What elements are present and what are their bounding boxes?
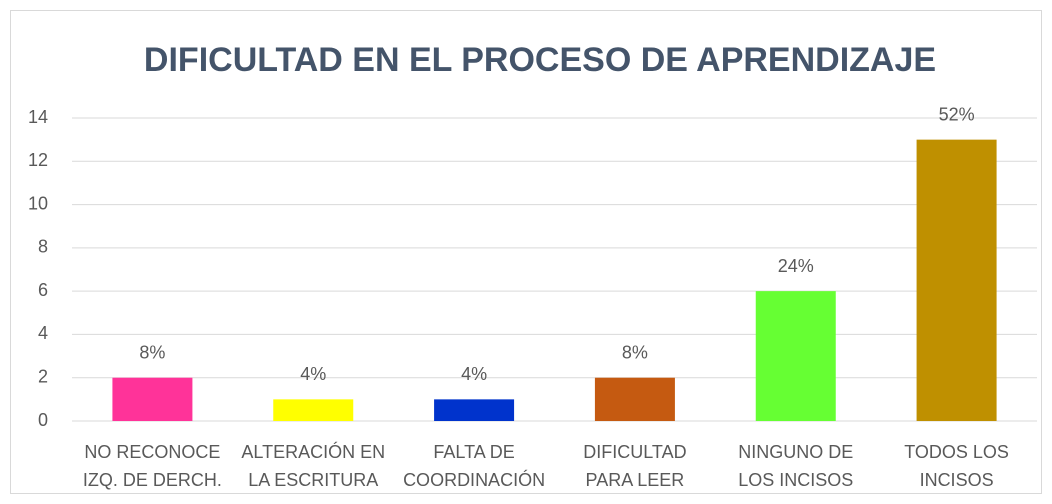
x-tick-label: FALTA DE <box>433 442 514 462</box>
x-tick-label: NINGUNO DE <box>738 442 853 462</box>
x-tick-label: INCISOS <box>920 470 994 490</box>
x-tick-label: DIFICULTAD <box>583 442 686 462</box>
data-label: 8% <box>622 342 648 362</box>
y-tick-label: 8 <box>38 237 48 257</box>
chart-title: DIFICULTAD EN EL PROCESO DE APRENDIZAJE <box>144 41 936 79</box>
y-tick-label: 6 <box>38 280 48 300</box>
y-tick-label: 0 <box>38 410 48 430</box>
x-tick-label: COORDINACIÓN <box>403 469 545 490</box>
data-label: 8% <box>139 342 165 362</box>
data-label: 52% <box>939 104 975 124</box>
x-tick-label: TODOS LOS <box>904 442 1009 462</box>
y-tick-label: 2 <box>38 366 48 386</box>
y-tick-label: 4 <box>38 323 48 343</box>
bar <box>112 377 193 421</box>
bar <box>594 377 675 421</box>
data-label: 4% <box>461 364 487 384</box>
bar <box>434 399 515 421</box>
x-tick-label: LOS INCISOS <box>738 470 853 490</box>
x-tick-label: IZQ. DE DERCH. <box>83 470 222 490</box>
y-tick-label: 10 <box>28 193 48 213</box>
bar <box>273 399 354 421</box>
x-tick-label: LA ESCRITURA <box>248 470 378 490</box>
y-tick-label: 14 <box>28 107 48 127</box>
data-label: 24% <box>778 256 814 276</box>
y-tick-label: 12 <box>28 150 48 170</box>
data-label: 4% <box>300 364 326 384</box>
bar <box>755 291 836 421</box>
x-tick-label: ALTERACIÓN EN <box>241 441 385 462</box>
bar <box>916 139 997 421</box>
x-tick-label: NO RECONOCE <box>84 442 220 462</box>
x-tick-label: PARA LEER <box>586 470 685 490</box>
